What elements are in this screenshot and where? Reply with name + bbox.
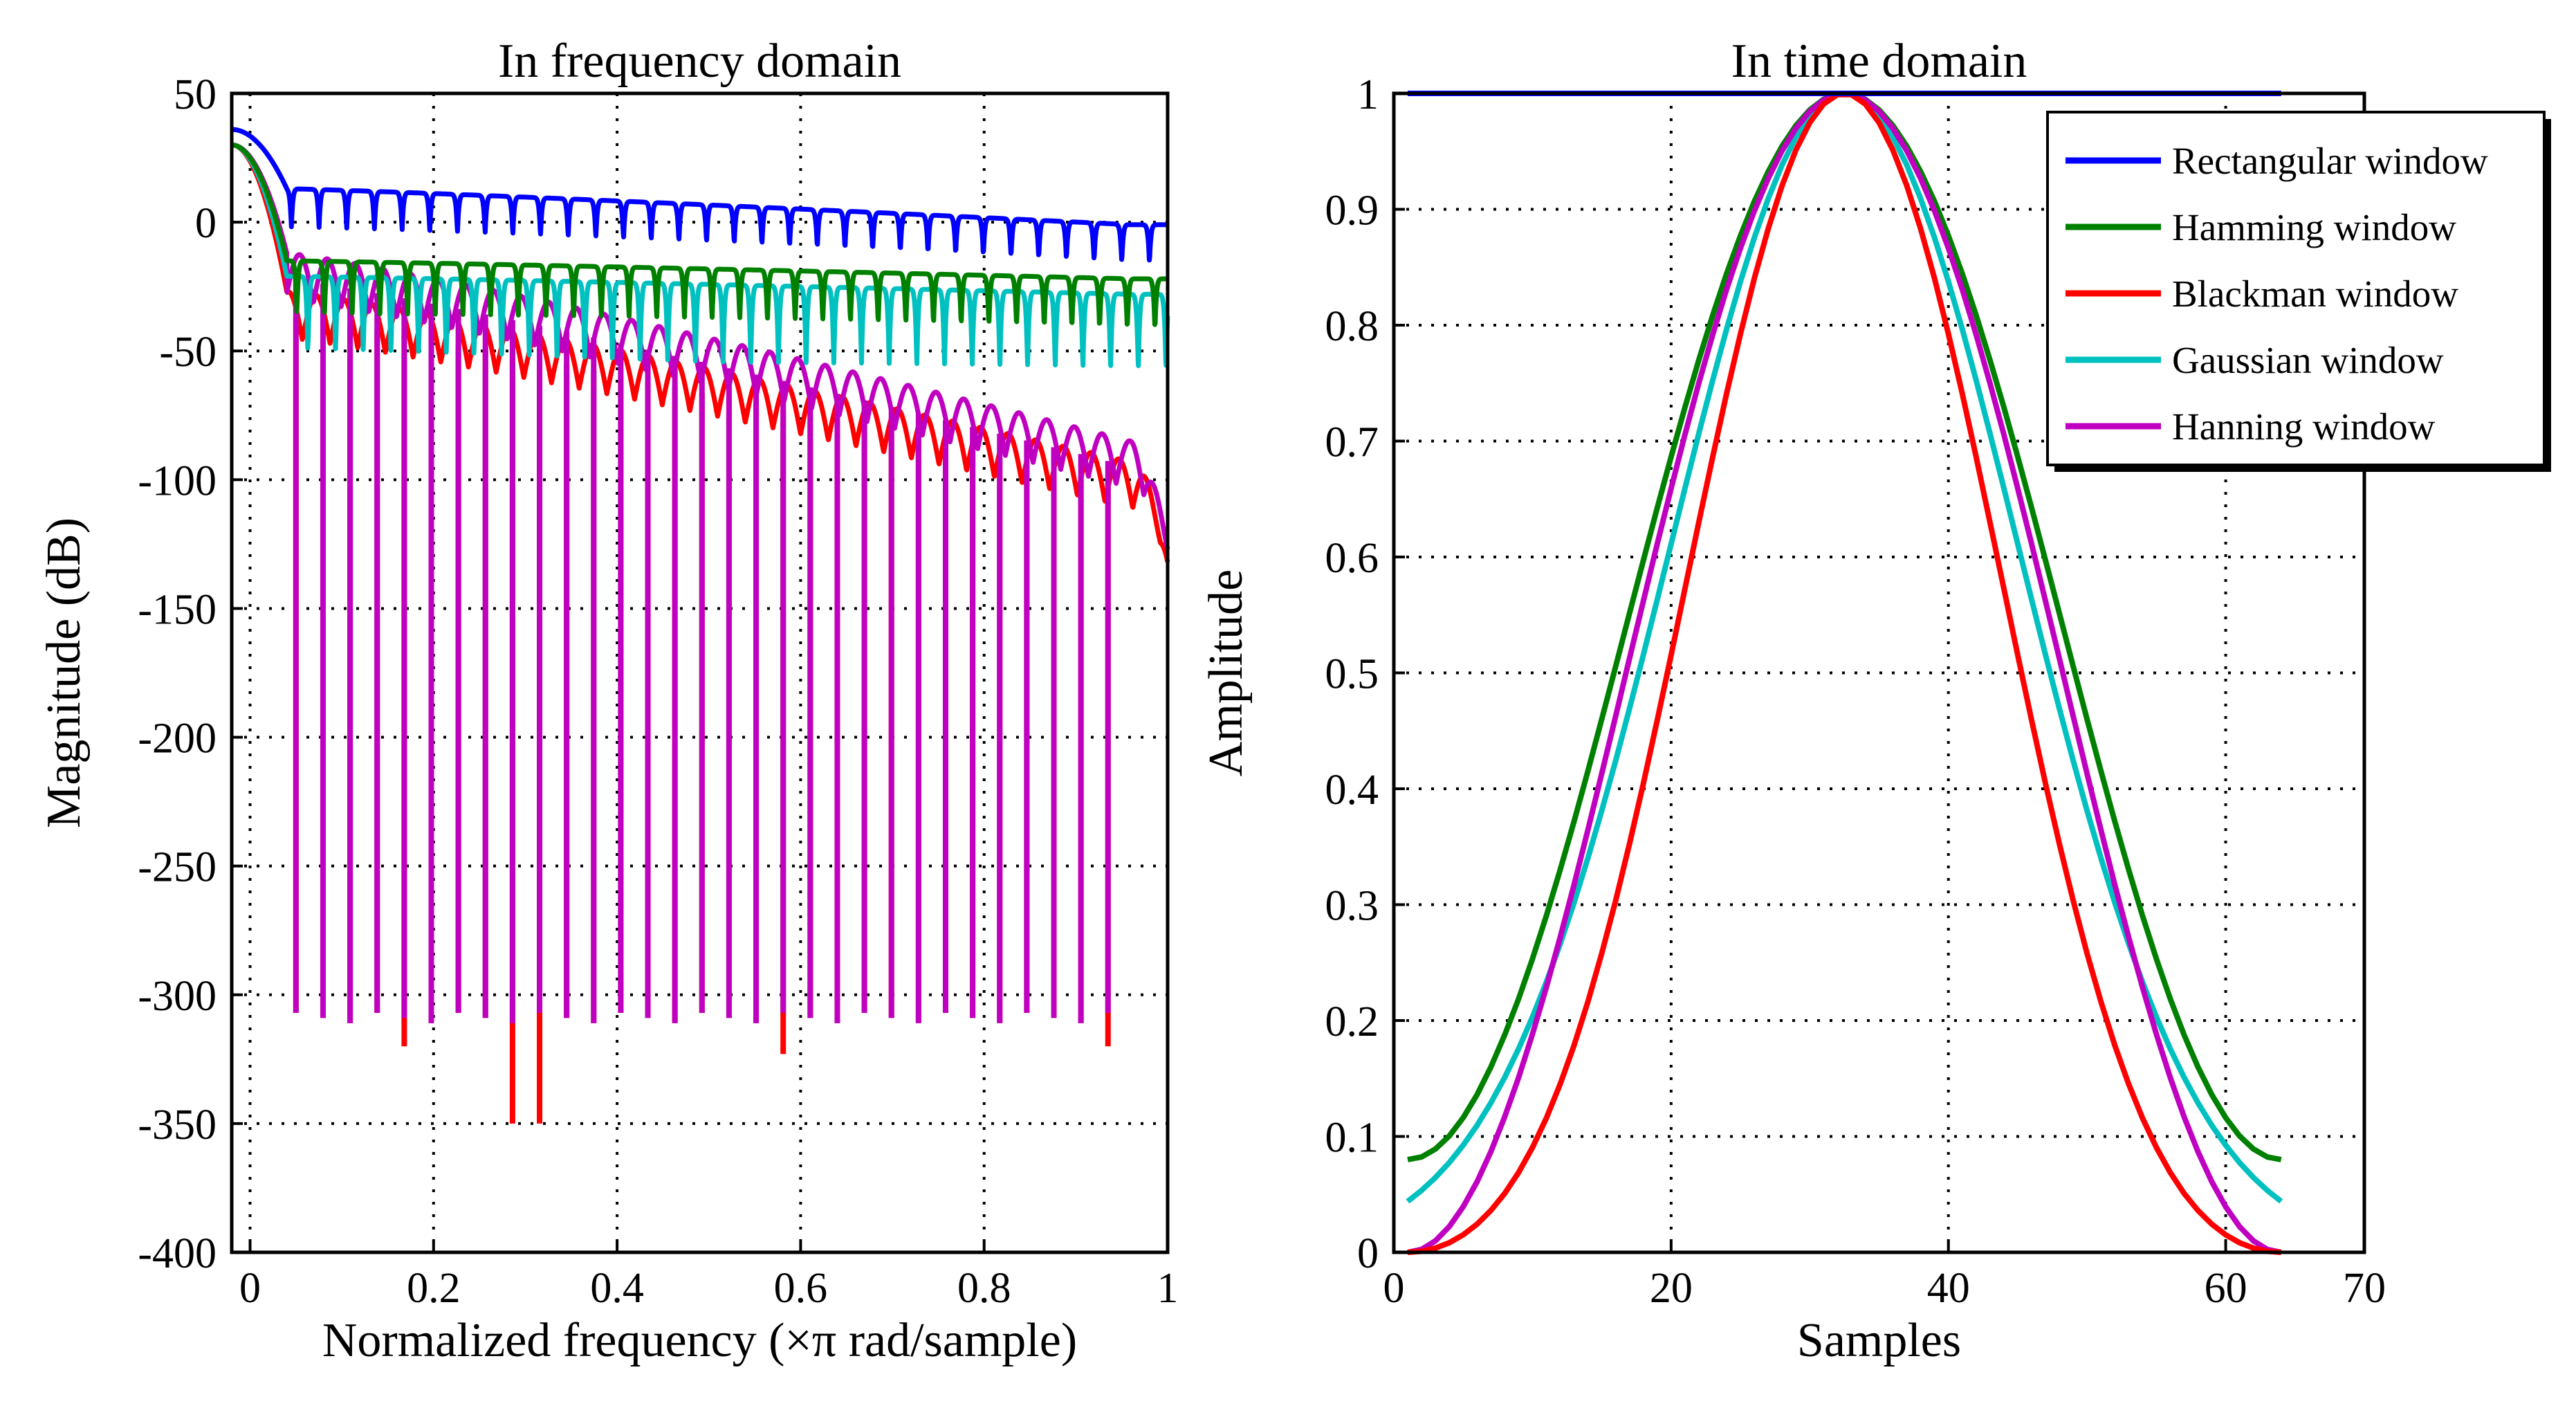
y-tick-label: -250 <box>138 844 217 891</box>
frequency-series <box>230 127 1170 1124</box>
x-tick-label: 0.6 <box>774 1265 828 1312</box>
y-tick-label: -100 <box>138 457 217 504</box>
frequency-chart-title: In frequency domain <box>498 35 901 88</box>
y-tick-label: 0.8 <box>1325 303 1379 350</box>
legend-label-rectangular-window: Rectangular window <box>2172 140 2488 182</box>
x-tick-label: 0.8 <box>957 1265 1011 1312</box>
frequency-y-axis-label: Magnitude (dB) <box>37 518 91 828</box>
freq-series-rectangular-window <box>230 127 1170 263</box>
y-tick-label: 0 <box>1357 1230 1379 1277</box>
x-tick-label: 1 <box>1157 1265 1179 1312</box>
x-tick-label: 70 <box>2343 1265 2386 1312</box>
y-tick-label: 0.1 <box>1325 1115 1379 1162</box>
y-tick-label: -300 <box>138 973 217 1020</box>
y-tick-label: 0.9 <box>1325 188 1379 235</box>
legend-items: Rectangular window Hamming window Blackman… <box>2066 140 2488 448</box>
frequency-domain-chart: 0 0.2 0.4 0.6 0.8 1 50 0 -50 -100 -150 -200 -250 -300… <box>37 35 1179 1367</box>
time-x-axis-label: Samples <box>1797 1314 1961 1367</box>
x-tick-label: 0.4 <box>590 1265 644 1312</box>
time-chart-title: In time domain <box>1731 35 2027 88</box>
legend-box <box>2046 111 2546 466</box>
frequency-x-axis-label: Normalized frequency (×π rad/sample) <box>322 1314 1077 1367</box>
legend-label-hamming-window: Hamming window <box>2172 206 2456 248</box>
y-tick-label: 0.5 <box>1325 651 1379 698</box>
x-tick-label: 0.2 <box>407 1265 461 1312</box>
y-tick-label: 0.6 <box>1325 535 1379 582</box>
y-tick-label: 50 <box>174 71 217 118</box>
x-tick-label: 0 <box>1383 1265 1405 1312</box>
y-tick-label: -200 <box>138 715 217 762</box>
x-tick-label: 40 <box>1927 1265 1970 1312</box>
y-tick-label: -150 <box>138 586 217 633</box>
time-y-axis-label: Amplitude <box>1199 569 1253 776</box>
freq-series-hamming-window <box>230 142 1170 327</box>
time-ticks: 0 20 40 60 70 0 0.1 0.2 0.3 0.4 0.5 0.6 0.7 0.8 0.9 1 <box>1325 71 2386 1312</box>
legend: Rectangular window Hamming window Blackman… <box>2046 111 2551 472</box>
freq-series-gaussian-window <box>230 142 1170 369</box>
y-tick-label: 0.3 <box>1325 883 1379 930</box>
x-tick-label: 0 <box>239 1265 261 1312</box>
legend-label-hanning-window: Hanning window <box>2172 405 2436 448</box>
y-tick-label: 0.7 <box>1325 419 1379 466</box>
legend-label-blackman-window: Blackman window <box>2172 273 2458 315</box>
y-tick-label: -50 <box>159 329 217 376</box>
y-tick-label: 0.2 <box>1325 998 1379 1045</box>
frequency-plot-frame <box>230 91 1170 1254</box>
y-tick-label: -350 <box>138 1101 217 1149</box>
y-tick-label: 0.4 <box>1325 767 1379 814</box>
x-tick-label: 60 <box>2205 1265 2247 1312</box>
y-tick-label: 1 <box>1357 71 1379 118</box>
y-tick-label: 0 <box>195 200 217 247</box>
y-tick-label: -400 <box>138 1230 217 1277</box>
time-domain-chart: 0 20 40 60 70 0 0.1 0.2 0.3 0.4 0.5 0.6 0.7 0.8 0.9 1 I… <box>1199 35 2551 1367</box>
frequency-ticks: 0 0.2 0.4 0.6 0.8 1 50 0 -50 -100 -150 -200 -250 -300… <box>138 71 1178 1312</box>
x-tick-label: 20 <box>1650 1265 1693 1312</box>
legend-label-gaussian-window: Gaussian window <box>2172 339 2444 381</box>
